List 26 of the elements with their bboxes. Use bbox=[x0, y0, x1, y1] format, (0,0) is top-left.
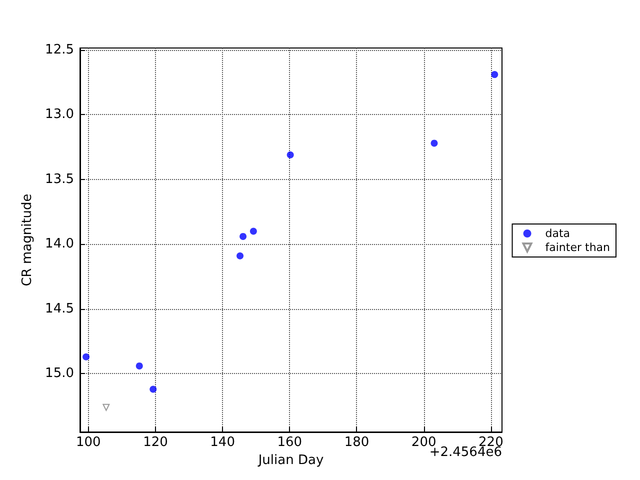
y-tick-label: 15.0 bbox=[45, 366, 74, 382]
point bbox=[236, 252, 244, 260]
y-tick-label: 12.5 bbox=[45, 42, 74, 58]
point bbox=[82, 353, 90, 360]
x-tick-label: 120 bbox=[143, 435, 168, 450]
y-tick-label: 13.0 bbox=[45, 107, 74, 122]
x-tick-label: 100 bbox=[76, 435, 101, 450]
y-axis-title: CR magnitude bbox=[20, 194, 36, 286]
point bbox=[491, 71, 498, 78]
point bbox=[240, 232, 247, 240]
point bbox=[136, 362, 143, 370]
point bbox=[430, 140, 438, 147]
point bbox=[150, 386, 157, 393]
legend-label: data bbox=[545, 227, 570, 240]
y-tick-label: 14.5 bbox=[45, 301, 74, 316]
y-tick-label: 14.0 bbox=[45, 236, 74, 252]
x-tick-label: 160 bbox=[277, 435, 302, 450]
point bbox=[286, 151, 294, 158]
x-tick-label: 200 bbox=[411, 435, 436, 450]
legend-label: fainter than bbox=[545, 241, 610, 254]
x-tick-label: 180 bbox=[344, 435, 370, 450]
x-tick-label: 140 bbox=[210, 435, 235, 450]
y-tick-label: 13.5 bbox=[45, 172, 74, 187]
point bbox=[250, 228, 257, 235]
point bbox=[102, 404, 110, 411]
x-axis-title: Julian Day bbox=[257, 453, 324, 468]
